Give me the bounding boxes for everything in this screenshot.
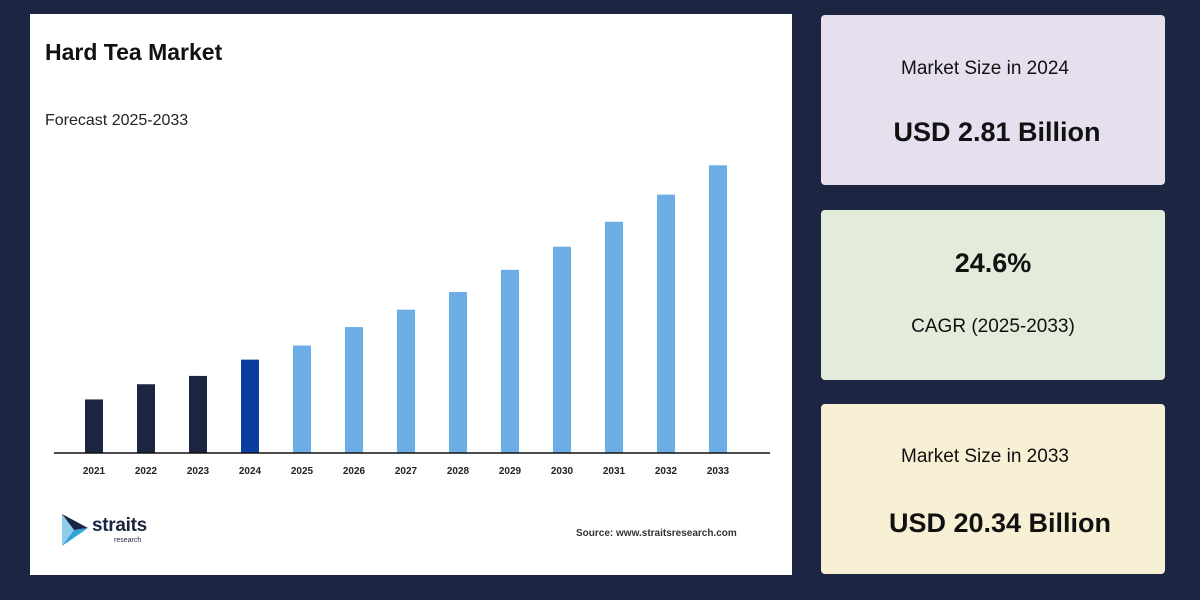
bar-2026 [345,327,363,453]
bar-chart: 2021 2022 2023 2024 2025 2026 2027 2028 2029 2030… [54,165,770,477]
x-tick-label: 2024 [239,466,262,477]
card-value: USD 20.34 Billion [888,508,1112,538]
bar-2030 [553,246,571,453]
chart-panel: Hard Tea Market Forecast 2025-2033 2021 2… [30,14,792,575]
bar-2025 [293,345,311,453]
x-tick-label: 2030 [551,466,574,477]
market-size-2033-card: Market Size in 2033 USD 20.34 Billion [821,404,1165,574]
bar-2023 [189,375,207,453]
logo-tagline: research [114,537,142,544]
x-tick-label: 2027 [395,466,418,477]
bar-2021 [85,399,103,453]
chart-title: Hard Tea Market [45,39,223,65]
x-tick-label: 2025 [291,466,314,477]
bar-2032 [657,194,675,453]
bar-2022 [137,384,155,453]
x-tick-label: 2032 [655,466,678,477]
card-label: CAGR (2025-2033) [911,316,1075,337]
bar-2028 [449,291,467,453]
logo-wordmark: straits [92,515,147,536]
bar-2024 [241,359,259,453]
x-tick-label: 2022 [135,466,158,477]
card-value: 24.6% [954,248,1032,278]
market-size-2024-card: Market Size in 2024 USD 2.81 Billion [821,15,1165,185]
x-tick-label: 2023 [187,466,210,477]
straits-chevron-logo-icon [62,514,88,546]
x-tick-label: 2021 [83,466,106,477]
x-tick-label: 2031 [603,466,626,477]
bar-2029 [501,269,519,453]
chart-subtitle: Forecast 2025-2033 [45,112,189,129]
card-label: Market Size in 2024 [901,58,1069,79]
card-value: USD 2.81 Billion [893,117,1101,147]
bar-2027 [397,309,415,453]
straits-logo: straits research [60,512,180,552]
source-note: Source: www.straitsresearch.com [576,528,737,539]
x-tick-label: 2029 [499,466,522,477]
x-tick-label: 2028 [447,466,470,477]
bar-2031 [605,221,623,453]
x-tick-label: 2026 [343,466,366,477]
bar-2033 [709,165,727,454]
x-tick-label: 2033 [707,466,730,477]
card-label: Market Size in 2033 [901,446,1069,467]
cagr-card: 24.6% CAGR (2025-2033) [821,210,1165,380]
